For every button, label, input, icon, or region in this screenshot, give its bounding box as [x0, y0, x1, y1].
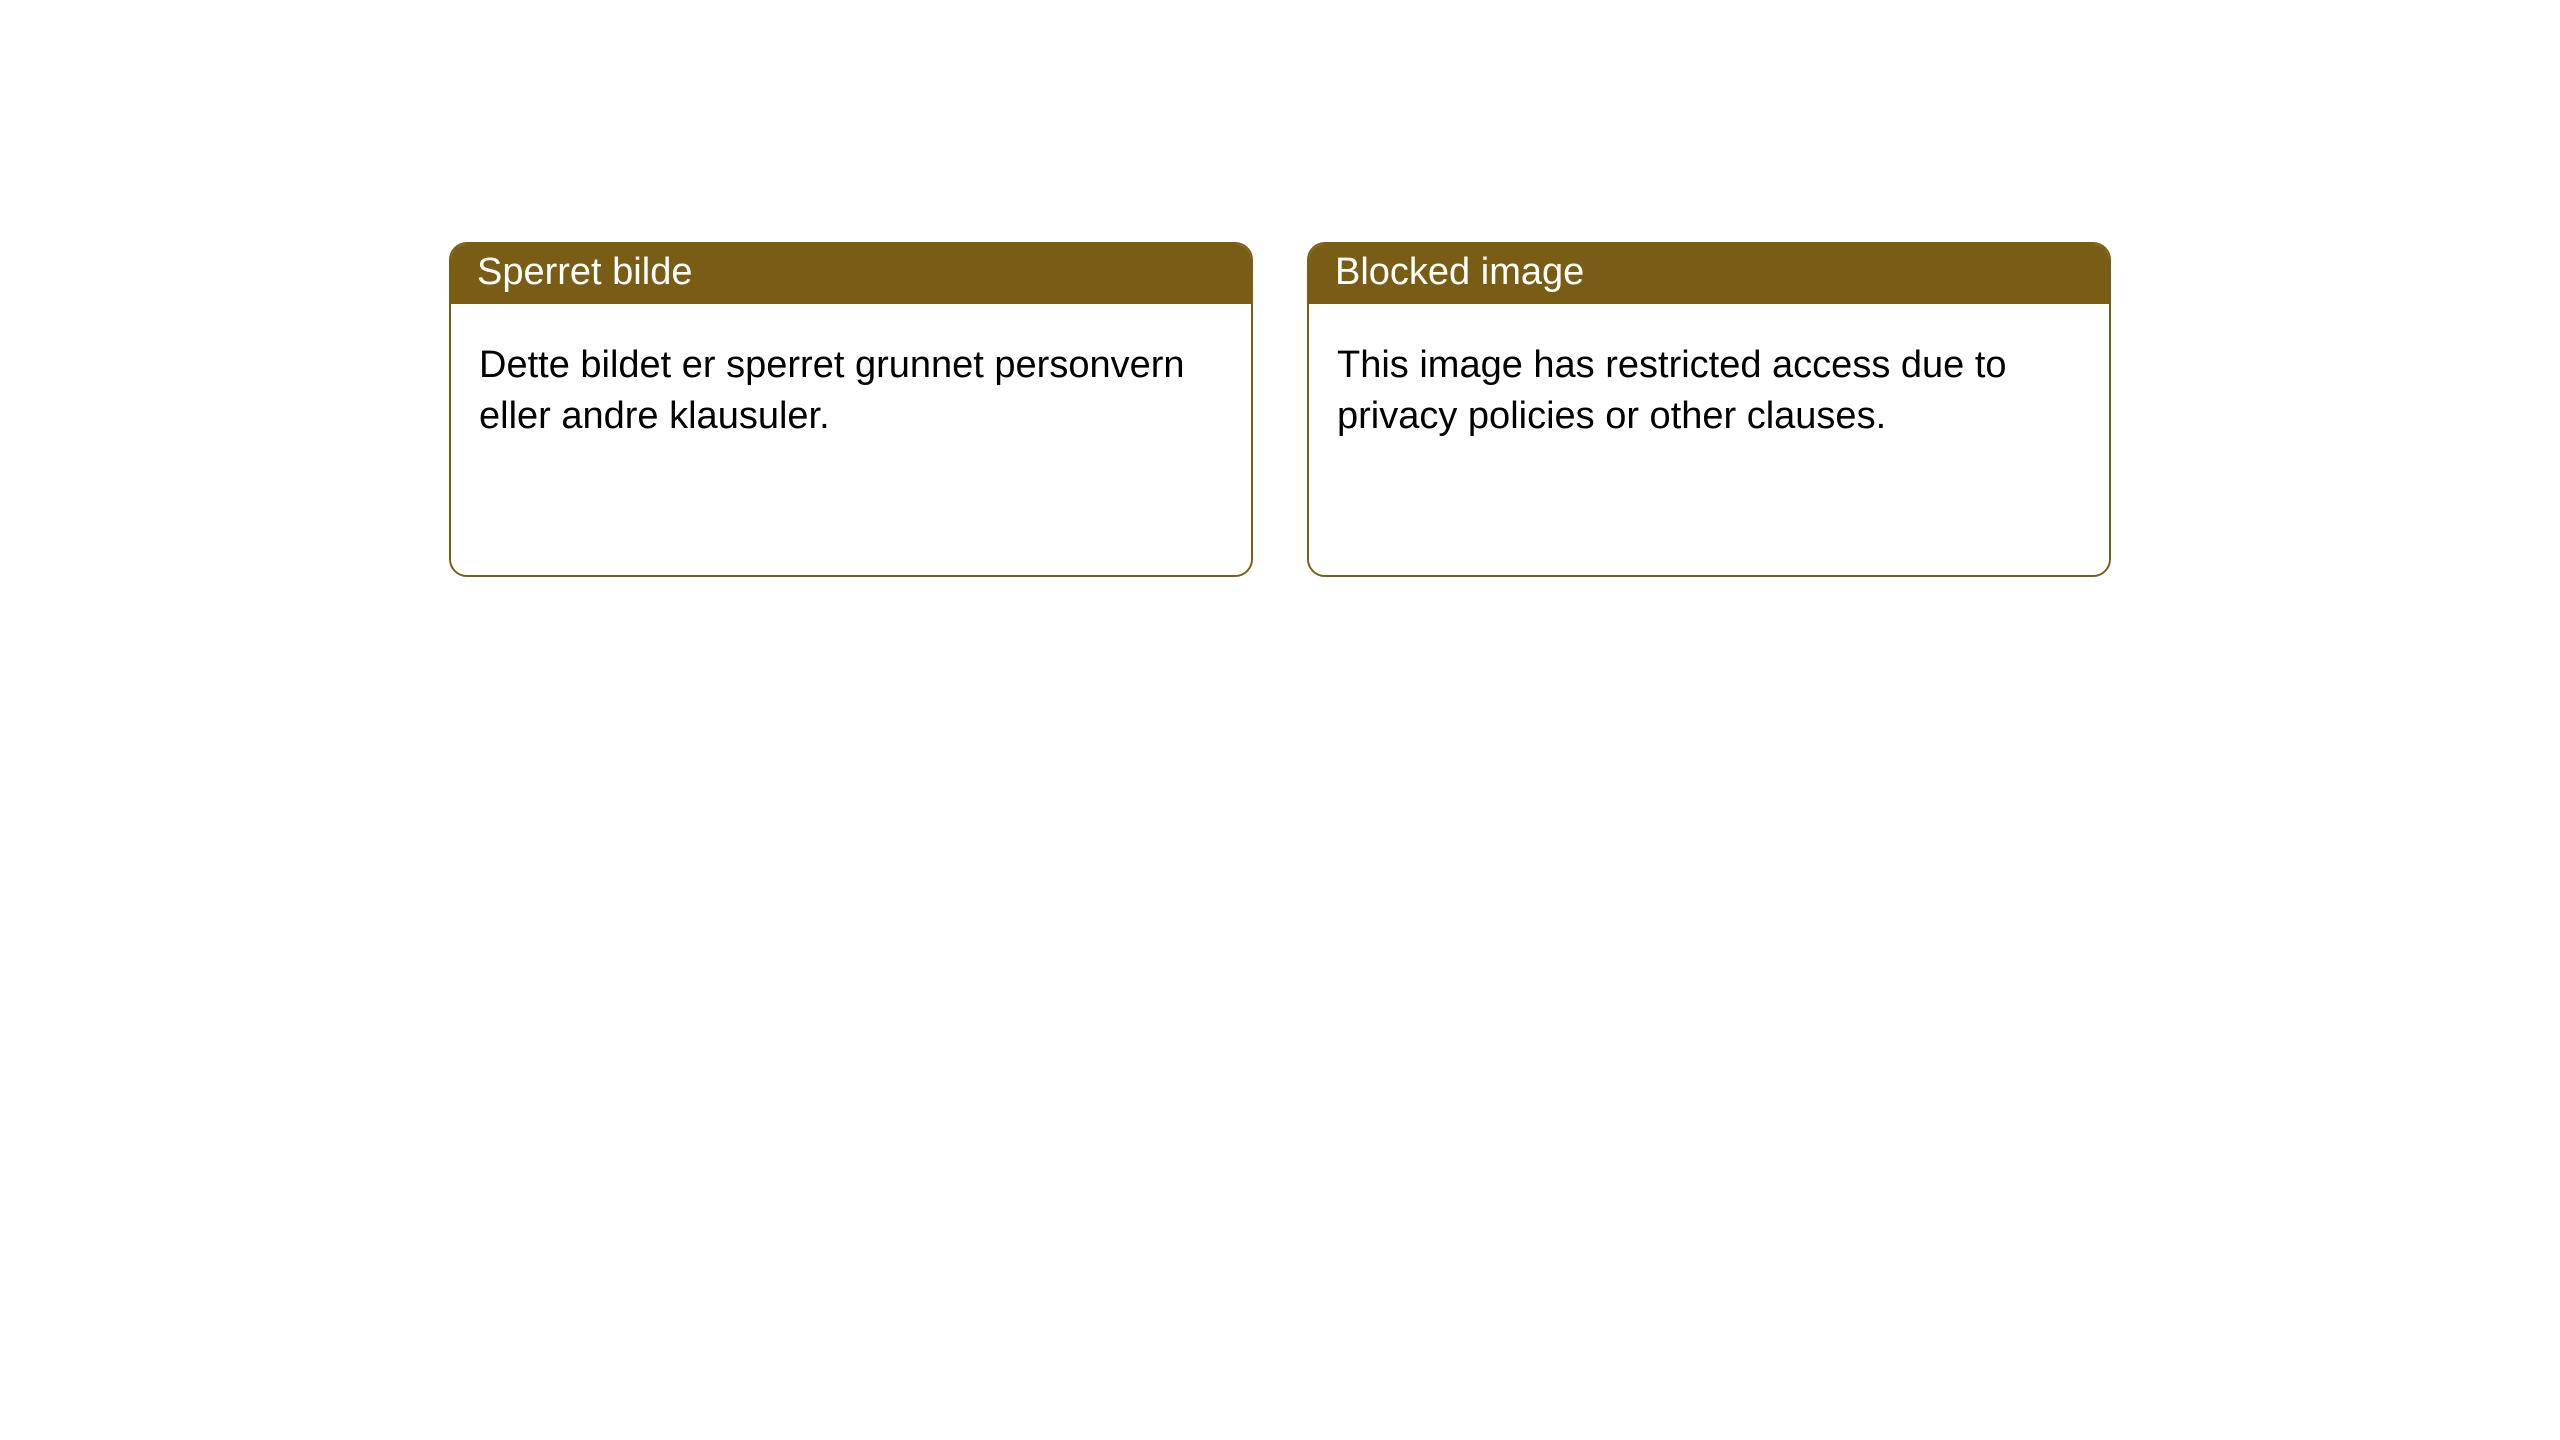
panel-body: This image has restricted access due to …	[1309, 304, 2109, 575]
panel-header: Blocked image	[1309, 244, 2109, 304]
panel-body: Dette bildet er sperret grunnet personve…	[451, 304, 1251, 575]
panel-header: Sperret bilde	[451, 244, 1251, 304]
panel-body-text: This image has restricted access due to …	[1337, 344, 2007, 437]
panel-body-text: Dette bildet er sperret grunnet personve…	[479, 344, 1185, 437]
panel-title: Sperret bilde	[477, 251, 692, 293]
notice-container: Sperret bilde Dette bildet er sperret gr…	[0, 0, 2560, 577]
blocked-image-panel-no: Sperret bilde Dette bildet er sperret gr…	[449, 242, 1253, 577]
blocked-image-panel-en: Blocked image This image has restricted …	[1307, 242, 2111, 577]
panel-title: Blocked image	[1335, 251, 1584, 293]
